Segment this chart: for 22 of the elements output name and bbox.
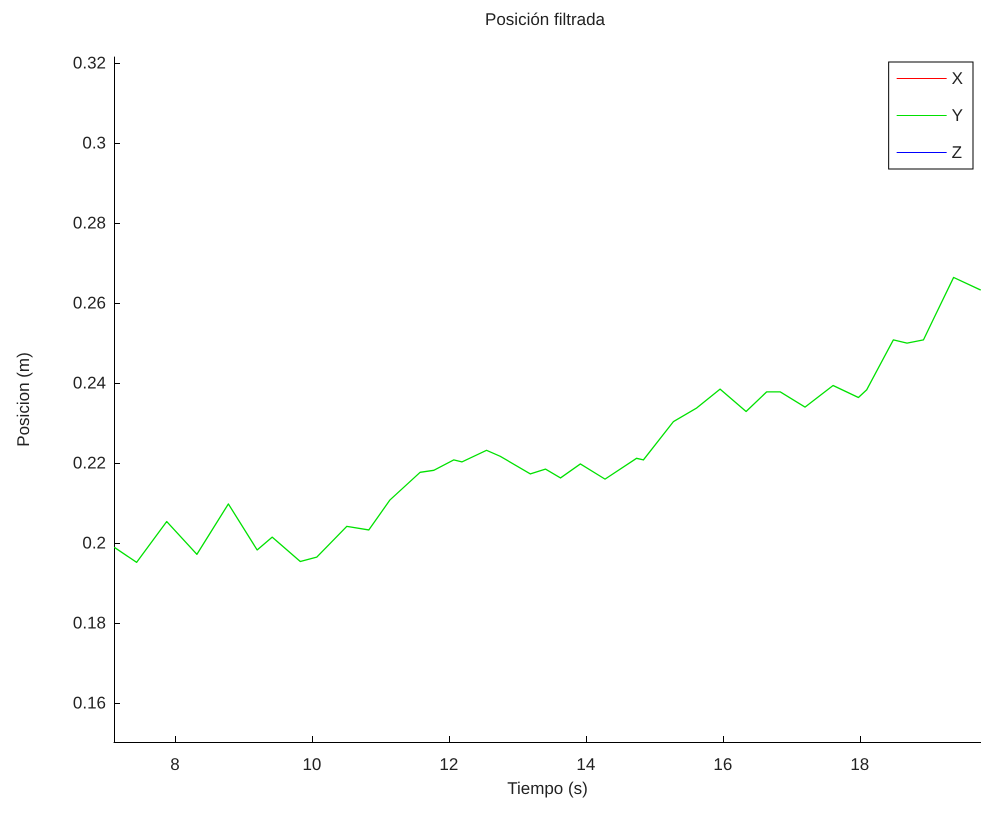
y-tick-label: 0.2	[82, 534, 106, 553]
x-axis-title: Tiempo (s)	[507, 779, 588, 798]
y-tick-label: 0.18	[72, 614, 106, 633]
y-tick-label: 0.26	[72, 294, 106, 313]
legend-label: Z	[952, 143, 962, 162]
y-tick-label: 0.32	[72, 54, 106, 72]
y-tick-label: 0.16	[72, 694, 106, 713]
y-tick-label: 0.28	[72, 214, 106, 233]
legend-label: Y	[952, 106, 964, 125]
y-tick-label: 0.24	[72, 374, 106, 393]
y-axis-title: Posicion (m)	[14, 352, 33, 447]
x-tick-label: 8	[170, 755, 180, 774]
y-tick-label: 0.22	[72, 454, 106, 473]
line-series	[114, 276, 981, 563]
chart-title: Posición filtrada	[484, 10, 606, 29]
x-tick-label: 14	[576, 755, 596, 774]
x-tick-label: 10	[302, 755, 322, 774]
x-tick-label: 16	[713, 755, 732, 774]
x-tick-label: 18	[850, 755, 870, 774]
legend-label: X	[952, 69, 964, 88]
x-tick-label: 12	[439, 755, 458, 774]
y-tick-label: 0.3	[82, 134, 106, 153]
